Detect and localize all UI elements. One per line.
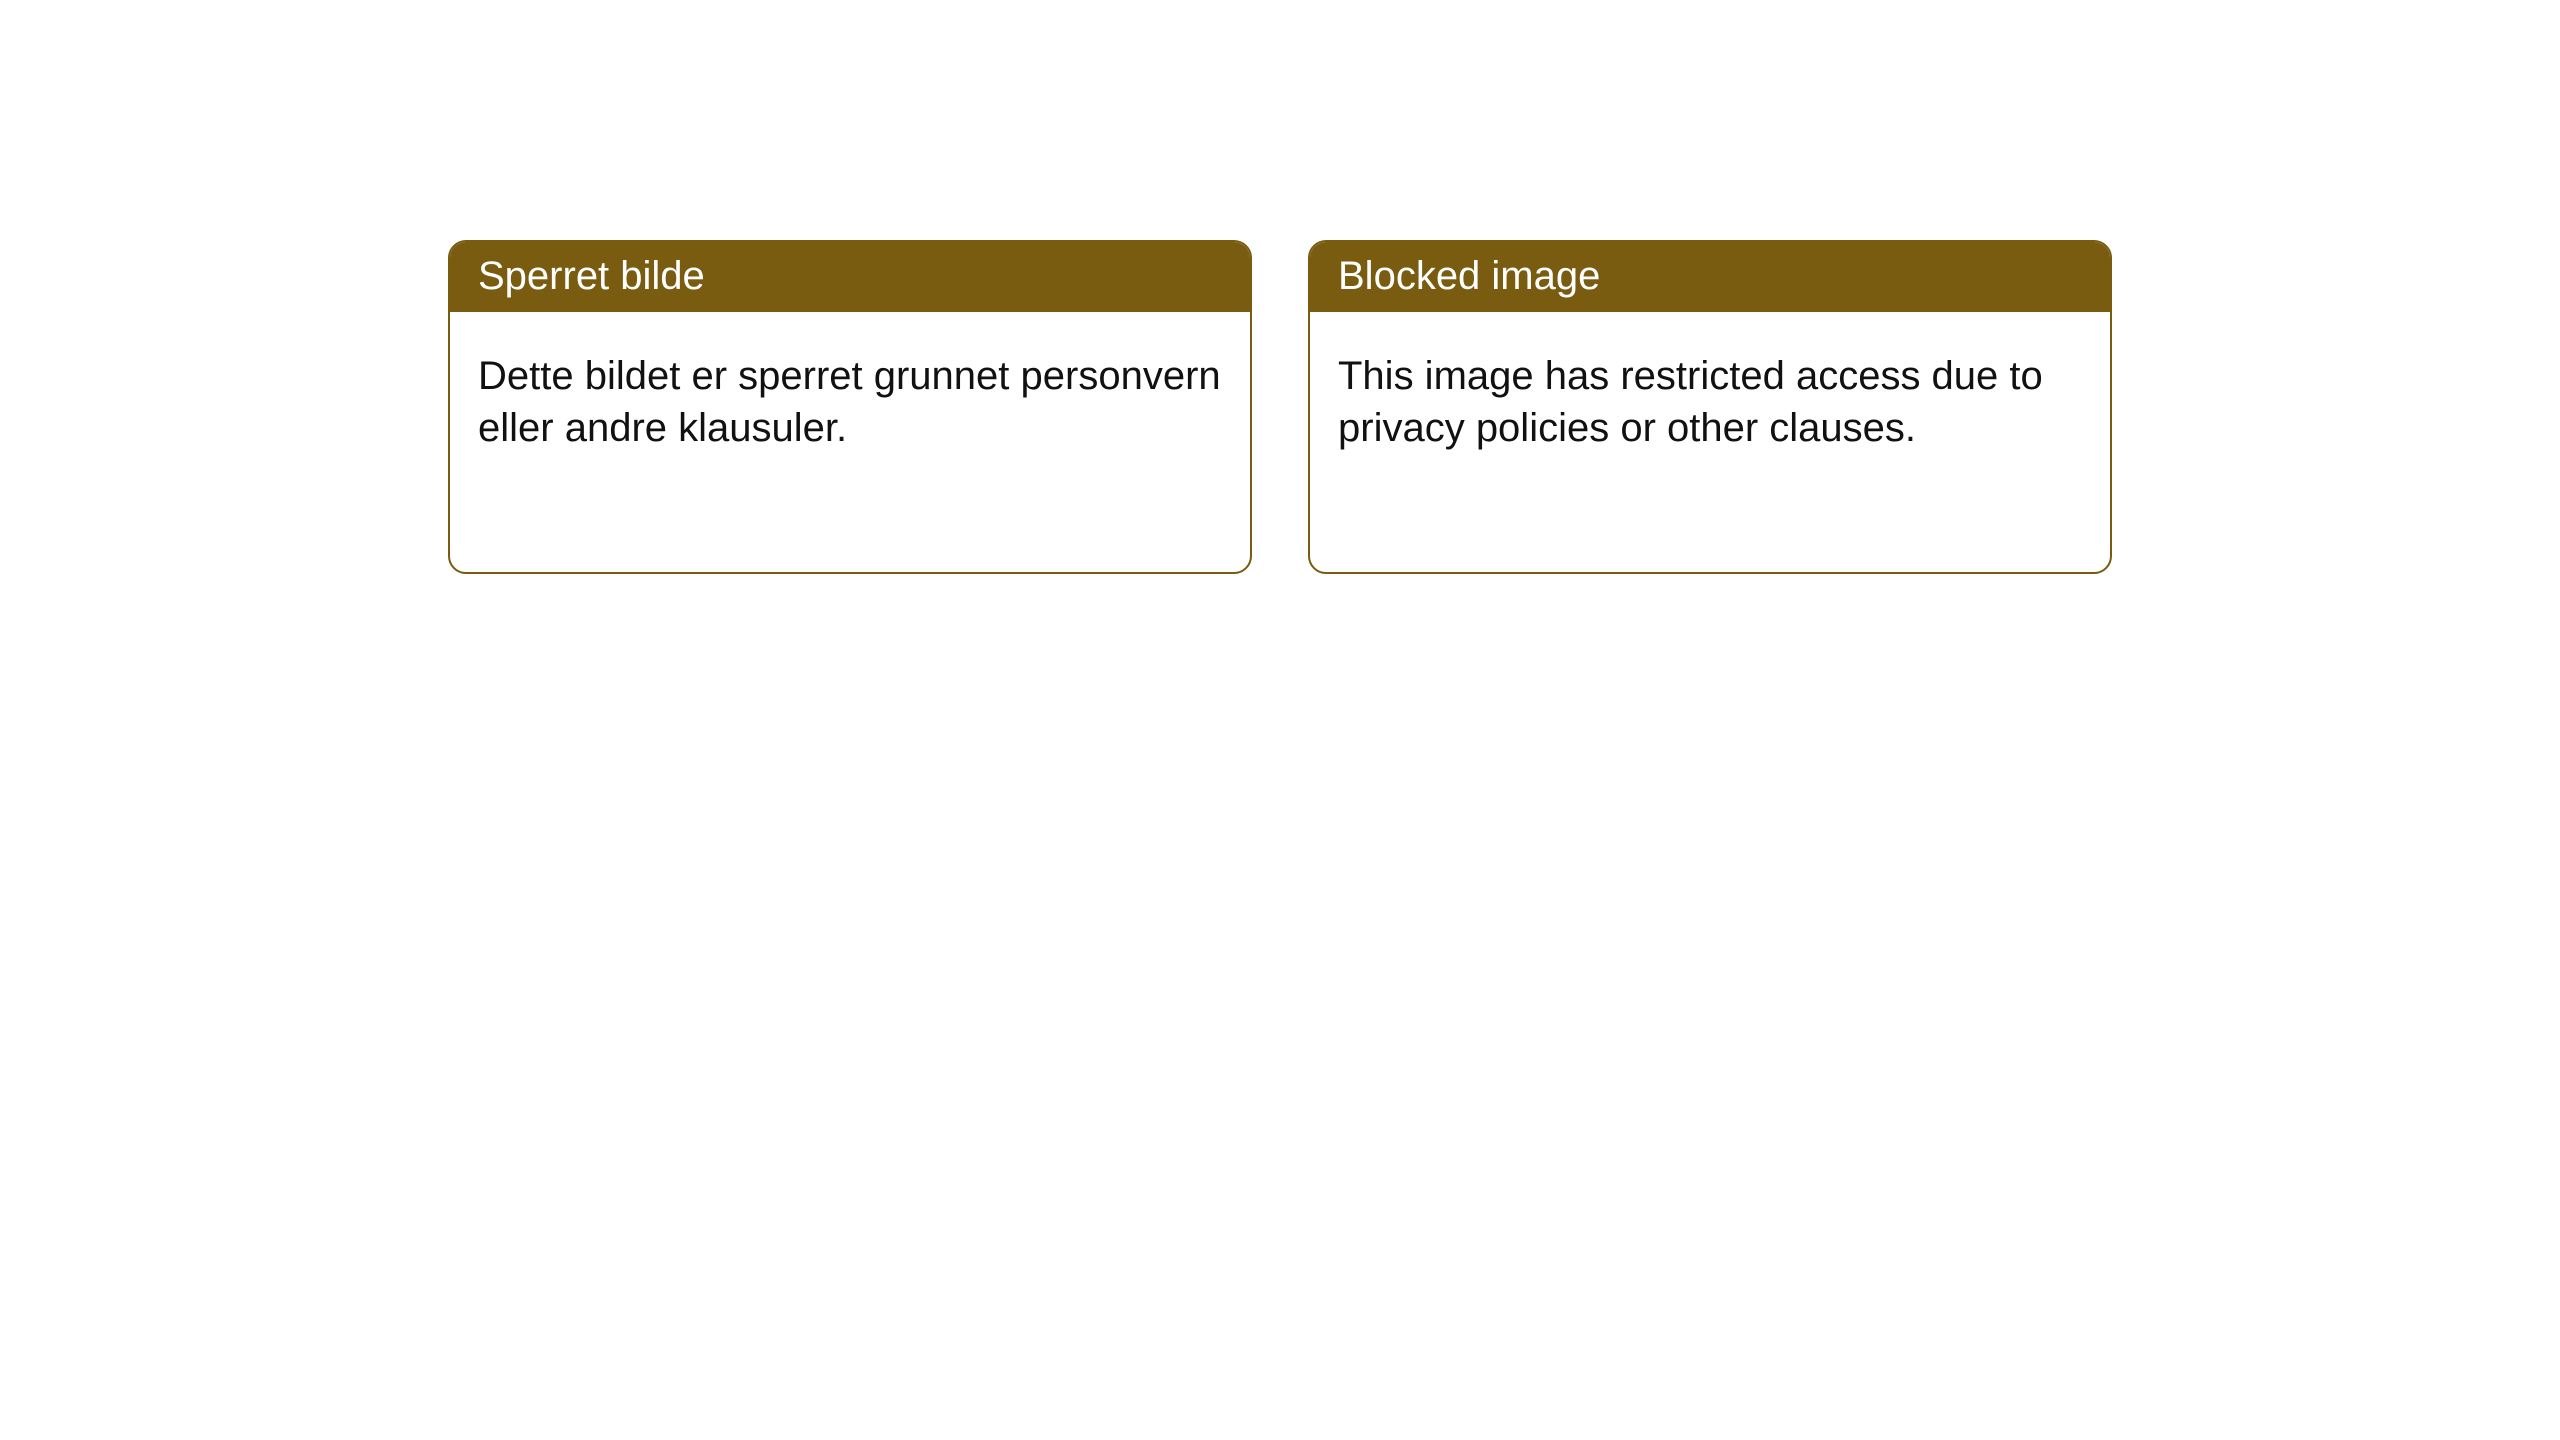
blocked-image-card-no: Sperret bilde Dette bildet er sperret gr… bbox=[448, 240, 1252, 574]
card-body-no: Dette bildet er sperret grunnet personve… bbox=[450, 312, 1250, 492]
card-body-en: This image has restricted access due to … bbox=[1310, 312, 2110, 492]
card-title-no: Sperret bilde bbox=[450, 242, 1250, 312]
blocked-image-card-en: Blocked image This image has restricted … bbox=[1308, 240, 2112, 574]
card-title-en: Blocked image bbox=[1310, 242, 2110, 312]
card-container: Sperret bilde Dette bildet er sperret gr… bbox=[0, 0, 2560, 574]
